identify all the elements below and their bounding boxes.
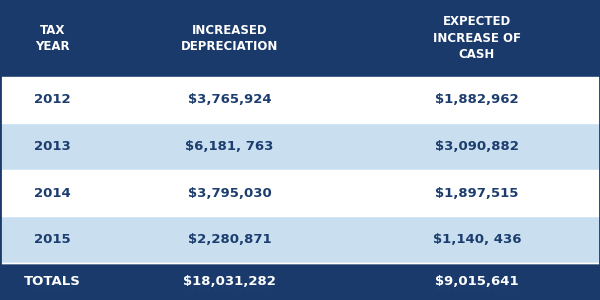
- Bar: [105, 170, 354, 217]
- Bar: [105, 263, 354, 300]
- Text: EXPECTED
INCREASE OF
CASH: EXPECTED INCREASE OF CASH: [433, 15, 521, 61]
- Bar: [354, 0, 600, 76]
- Bar: [0, 263, 105, 300]
- Text: $18,031,282: $18,031,282: [183, 275, 276, 288]
- Text: 2014: 2014: [34, 187, 71, 200]
- Bar: [354, 263, 600, 300]
- Text: $1,882,962: $1,882,962: [435, 93, 519, 106]
- Bar: [105, 0, 354, 76]
- Bar: [0, 0, 105, 76]
- Bar: [354, 123, 600, 170]
- Text: $3,090,882: $3,090,882: [435, 140, 519, 153]
- Text: $3,795,030: $3,795,030: [188, 187, 271, 200]
- Bar: [105, 217, 354, 263]
- Text: $1,897,515: $1,897,515: [436, 187, 518, 200]
- Text: $1,140, 436: $1,140, 436: [433, 233, 521, 246]
- Text: TOTALS: TOTALS: [24, 275, 81, 288]
- Bar: [354, 170, 600, 217]
- Text: $6,181, 763: $6,181, 763: [185, 140, 274, 153]
- Text: 2016: 2016: [34, 280, 71, 293]
- Bar: [0, 76, 105, 123]
- Bar: [0, 170, 105, 217]
- Text: $2,007,694: $2,007,694: [188, 280, 271, 293]
- Bar: [105, 263, 354, 300]
- Bar: [354, 263, 600, 300]
- Bar: [105, 123, 354, 170]
- Text: 2013: 2013: [34, 140, 71, 153]
- Text: 2015: 2015: [34, 233, 71, 246]
- Bar: [0, 263, 105, 300]
- Text: $1,003,847: $1,003,847: [435, 280, 519, 293]
- Text: $9,015,641: $9,015,641: [435, 275, 519, 288]
- Bar: [105, 76, 354, 123]
- Text: 2012: 2012: [34, 93, 71, 106]
- Text: INCREASED
DEPRECIATION: INCREASED DEPRECIATION: [181, 23, 278, 53]
- Bar: [0, 123, 105, 170]
- Text: $2,280,871: $2,280,871: [188, 233, 271, 246]
- Bar: [354, 217, 600, 263]
- Bar: [354, 76, 600, 123]
- Text: $3,765,924: $3,765,924: [188, 93, 271, 106]
- Bar: [0, 217, 105, 263]
- Text: TAX
YEAR: TAX YEAR: [35, 23, 70, 53]
